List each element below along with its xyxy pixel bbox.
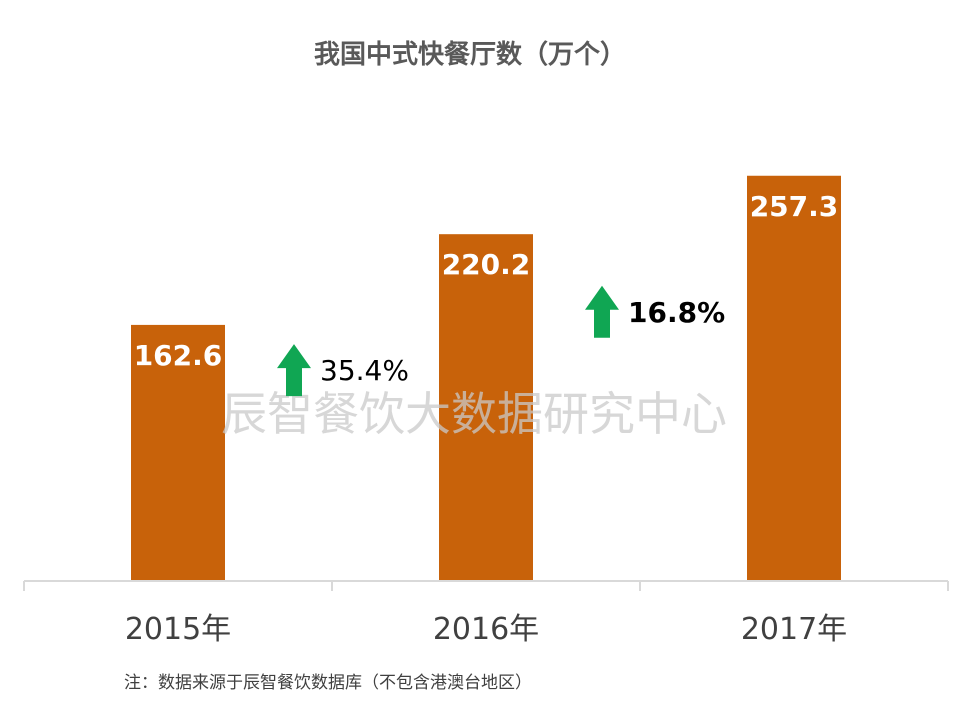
- chart-title: 我国中式快餐厅数（万个）: [313, 40, 626, 70]
- bar-value-label: 257.3: [750, 190, 839, 223]
- bar-value-label: 220.2: [442, 248, 531, 281]
- x-tick-label: 2017年: [741, 612, 847, 647]
- watermark-text: 辰智餐饮大数据研究中心: [221, 387, 727, 441]
- x-tick-label: 2015年: [125, 612, 231, 647]
- growth-rate-label: 16.8%: [628, 296, 725, 329]
- growth-arrow-icon: [277, 344, 311, 397]
- source-note: 注：数据来源于辰智餐饮数据库（不包含港澳台地区）: [124, 673, 532, 693]
- bar-2017年: [747, 175, 841, 581]
- growth-arrow-icon: [585, 285, 619, 338]
- bar-value-label: 162.6: [134, 339, 223, 372]
- growth-rate-label: 35.4%: [320, 354, 409, 387]
- bar-2016年: [439, 234, 533, 581]
- bar-2015年: [131, 324, 225, 581]
- x-tick-label: 2016年: [433, 612, 539, 647]
